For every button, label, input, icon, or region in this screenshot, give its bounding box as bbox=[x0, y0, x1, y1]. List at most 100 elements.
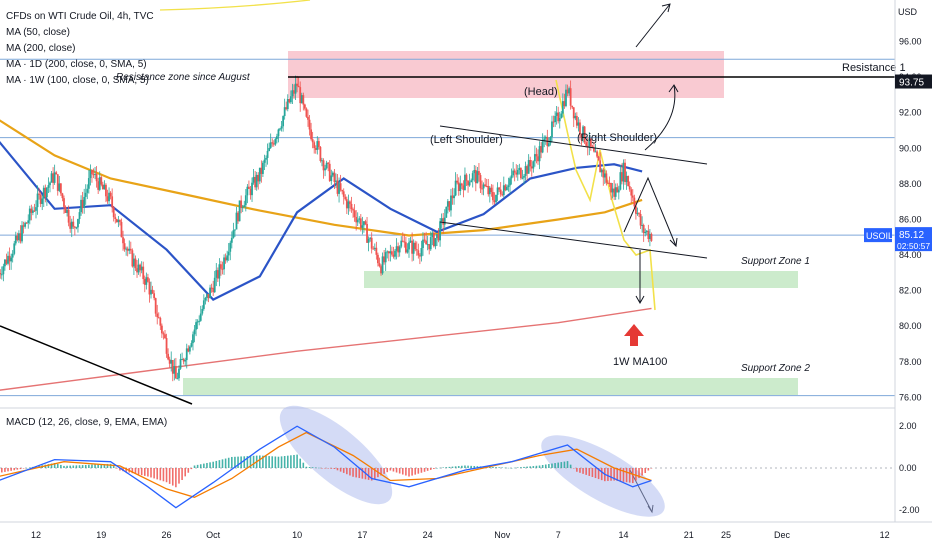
candle-body bbox=[330, 175, 333, 181]
candle-body bbox=[436, 234, 438, 239]
macd-histogram-bar bbox=[196, 464, 199, 468]
candle-body bbox=[61, 193, 64, 199]
candle-body bbox=[181, 358, 183, 360]
macd-label: MACD (12, 26, close, 9, EMA, EMA) bbox=[6, 417, 167, 428]
candle-body bbox=[252, 176, 255, 183]
macd-histogram-bar bbox=[355, 468, 357, 478]
candle-body bbox=[7, 255, 9, 264]
candle-body bbox=[375, 247, 378, 255]
candle-body bbox=[543, 138, 546, 142]
candle-body bbox=[358, 218, 361, 220]
candle-body bbox=[345, 199, 348, 209]
macd-histogram-bar bbox=[532, 466, 535, 468]
candle-body bbox=[638, 213, 640, 215]
support-zone-1-label: Support Zone 1 bbox=[741, 256, 810, 267]
candle-body bbox=[94, 173, 96, 175]
candle-body bbox=[86, 188, 89, 193]
candle-body bbox=[418, 255, 421, 257]
macd-histogram-bar bbox=[22, 468, 25, 469]
macd-histogram-bar bbox=[454, 466, 457, 468]
candle-body bbox=[72, 221, 75, 227]
candle-body bbox=[75, 227, 78, 229]
candle-body bbox=[206, 293, 208, 298]
candle-body bbox=[145, 277, 148, 285]
candle-body bbox=[395, 246, 398, 251]
candle-body bbox=[425, 240, 427, 245]
candle-body bbox=[67, 209, 70, 223]
candle-body bbox=[134, 258, 137, 269]
candle-body bbox=[639, 213, 642, 226]
candle-body bbox=[648, 233, 651, 240]
macd-histogram-bar bbox=[156, 468, 159, 480]
candle-body bbox=[515, 172, 518, 175]
candle-body bbox=[184, 360, 187, 362]
macd-histogram-bar bbox=[489, 466, 491, 468]
macd-histogram-bar bbox=[305, 466, 308, 468]
curve-up-arrow-head bbox=[668, 84, 679, 93]
candle-body bbox=[344, 196, 347, 200]
candle-body bbox=[286, 98, 289, 110]
candle-body bbox=[39, 194, 42, 204]
candle-body bbox=[403, 241, 406, 243]
macd-histogram-bar bbox=[476, 466, 479, 468]
candle-body bbox=[257, 174, 260, 182]
macd-histogram-bar bbox=[635, 468, 637, 481]
candle-body bbox=[176, 378, 179, 380]
macd-histogram-bar bbox=[327, 468, 329, 469]
candle-body bbox=[22, 225, 25, 227]
macd-tick-2: -2.00 bbox=[899, 505, 920, 515]
macd-histogram-bar bbox=[293, 454, 295, 468]
candle-body bbox=[501, 194, 504, 196]
candle-body bbox=[520, 168, 522, 179]
time-tick-6: 24 bbox=[423, 530, 433, 540]
candle-body bbox=[465, 174, 468, 181]
candle-body bbox=[341, 189, 344, 192]
candle-body bbox=[621, 172, 623, 182]
macd-histogram-bar bbox=[231, 456, 233, 468]
candle-body bbox=[599, 160, 602, 173]
candle-body bbox=[226, 255, 229, 261]
macd-histogram-bar bbox=[457, 466, 460, 468]
macd-histogram-bar bbox=[7, 468, 9, 472]
price-axis[interactable]: USD 96.0094.0092.0090.0088.0086.0084.008… bbox=[894, 0, 922, 522]
candle-body bbox=[187, 348, 190, 352]
macd-histogram-bar bbox=[436, 468, 438, 469]
candle-body bbox=[220, 264, 222, 269]
candle-body bbox=[554, 115, 556, 123]
macd-histogram-bar bbox=[492, 466, 494, 468]
macd-histogram-bar bbox=[252, 455, 255, 468]
macd-histogram-bar bbox=[433, 468, 435, 469]
candle-body bbox=[473, 170, 476, 174]
macd-histogram-bar bbox=[535, 465, 538, 468]
candle-body bbox=[540, 146, 543, 153]
candle-body bbox=[185, 348, 188, 361]
candle-body bbox=[143, 279, 146, 285]
candle-body bbox=[55, 172, 58, 175]
candle-body bbox=[97, 181, 100, 190]
candle-body bbox=[535, 154, 538, 157]
current-price-bg bbox=[895, 227, 932, 252]
candle-body bbox=[333, 172, 336, 182]
head-label: (Head) bbox=[524, 86, 558, 98]
macd-histogram-bar bbox=[529, 466, 532, 468]
candle-body bbox=[350, 203, 353, 210]
time-axis[interactable]: 12 19 26 Oct 10 17 24 Nov 7 14 21 25 Dec 12 bbox=[31, 530, 890, 540]
time-tick-2: 26 bbox=[162, 530, 172, 540]
symbol-title: CFDs on WTI Crude Oil, 4h, TVC bbox=[6, 11, 154, 22]
macd-histogram-bar bbox=[544, 464, 547, 468]
candle-body bbox=[49, 182, 51, 186]
candle-body bbox=[352, 209, 354, 211]
candle-body bbox=[446, 201, 449, 207]
macd-histogram-bar bbox=[262, 455, 264, 468]
macd-histogram-bar bbox=[234, 456, 236, 468]
candle-body bbox=[36, 193, 39, 208]
candle-body bbox=[589, 138, 592, 147]
macd-histogram-bar bbox=[212, 461, 214, 468]
macd-histogram-bar bbox=[582, 468, 584, 474]
candle-body bbox=[66, 209, 68, 213]
candle-body bbox=[415, 249, 418, 251]
macd-histogram-bar bbox=[520, 467, 522, 468]
candle-body bbox=[558, 118, 561, 122]
candle-body bbox=[495, 194, 497, 203]
candle-body bbox=[527, 160, 530, 174]
